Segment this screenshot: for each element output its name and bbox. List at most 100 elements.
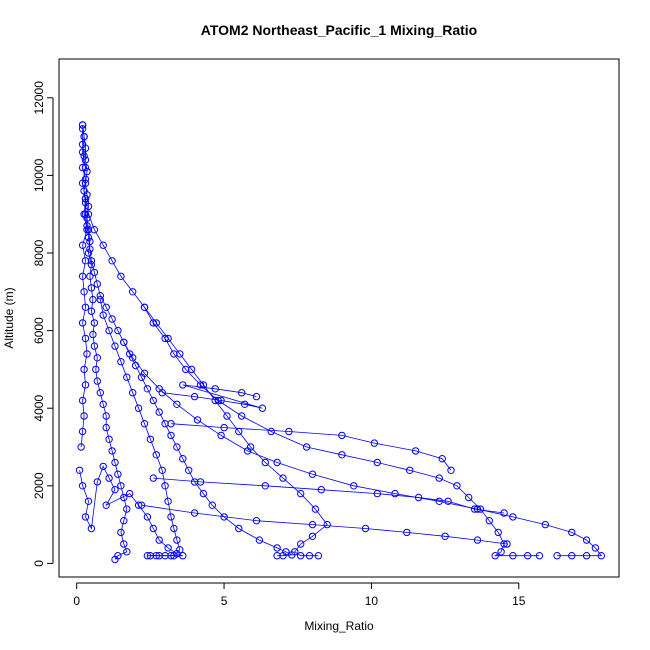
series-line-5	[99, 299, 181, 557]
data-point	[84, 249, 93, 257]
data-point	[80, 288, 88, 296]
data-point	[108, 447, 116, 455]
data-point	[86, 245, 94, 253]
data-point	[81, 195, 90, 203]
y-axis: 0 2000 4000 6000 8000 10000 12000	[32, 81, 54, 567]
data-point	[78, 121, 87, 129]
data-point	[403, 528, 411, 537]
data-point	[117, 358, 125, 366]
data-point	[149, 474, 158, 482]
data-point	[99, 241, 107, 249]
data-point	[167, 431, 175, 440]
data-point	[435, 497, 443, 505]
data-point	[373, 489, 381, 498]
data-point	[323, 520, 331, 529]
data-point	[258, 404, 267, 412]
data-point	[90, 226, 99, 234]
data-point	[179, 455, 187, 463]
data-point	[308, 470, 317, 478]
data-point	[291, 548, 299, 556]
series-line-3	[144, 307, 540, 557]
data-point	[126, 489, 134, 498]
data-point	[338, 451, 346, 459]
data-point	[361, 524, 370, 533]
data-point	[80, 210, 88, 218]
data-point	[252, 392, 261, 401]
data-point	[93, 478, 102, 486]
data-point	[149, 396, 158, 405]
data-point	[503, 540, 511, 548]
data-point	[444, 497, 452, 505]
data-point	[297, 552, 305, 560]
data-point	[129, 288, 137, 296]
data-point	[155, 536, 163, 544]
series-line-7	[170, 423, 452, 471]
data-point	[241, 400, 249, 408]
data-point	[158, 389, 166, 397]
y-tick-label: 8000	[32, 239, 46, 266]
plot-area	[58, 58, 620, 578]
data-point	[447, 466, 455, 474]
data-point	[485, 517, 493, 525]
data-point	[568, 552, 576, 560]
data-point	[170, 350, 178, 358]
data-point	[500, 540, 508, 548]
data-point	[285, 427, 293, 436]
data-point	[143, 513, 152, 521]
data-point	[470, 505, 479, 513]
data-point	[173, 536, 181, 544]
data-point	[308, 520, 317, 529]
data-point	[167, 420, 175, 428]
data-point	[308, 532, 317, 540]
x-tick-label: 5	[221, 594, 228, 608]
y-tick-label: 12000	[32, 81, 46, 115]
data-point	[568, 528, 576, 537]
data-point	[78, 396, 87, 405]
data-point	[140, 420, 149, 428]
data-point	[167, 552, 175, 560]
data-point	[93, 377, 102, 385]
data-point	[302, 443, 311, 451]
data-point	[297, 489, 305, 498]
data-point	[441, 532, 449, 540]
data-point	[473, 536, 482, 544]
data-point	[311, 505, 320, 513]
data-point	[134, 501, 143, 509]
data-point	[89, 330, 97, 339]
data-point	[208, 501, 217, 509]
data-point	[179, 552, 187, 560]
data-point	[279, 552, 287, 560]
data-point	[120, 493, 128, 502]
data-point	[261, 458, 269, 467]
data-point	[373, 458, 381, 467]
data-point	[497, 548, 505, 556]
data-point	[509, 513, 517, 521]
data-point	[149, 319, 158, 327]
data-point	[80, 412, 88, 420]
data-point	[120, 338, 128, 346]
data-point	[90, 342, 99, 350]
data-point	[108, 315, 116, 323]
data-point	[491, 552, 499, 560]
data-point	[140, 303, 149, 311]
data-point	[523, 552, 532, 560]
data-point	[597, 552, 605, 560]
data-point	[81, 303, 90, 311]
series-line-10	[80, 124, 88, 448]
data-point	[78, 241, 87, 249]
data-point	[84, 210, 93, 218]
series-line-9	[141, 504, 508, 545]
data-point	[279, 474, 287, 482]
data-point	[494, 528, 502, 537]
data-point	[83, 226, 91, 234]
y-tick-label: 0	[32, 560, 46, 567]
data-point	[78, 482, 87, 490]
data-point	[108, 257, 116, 265]
x-tick-label: 0	[73, 594, 80, 608]
series-line-6	[162, 384, 263, 409]
data-point	[500, 509, 508, 517]
data-point	[105, 435, 113, 443]
data-point	[80, 365, 88, 374]
